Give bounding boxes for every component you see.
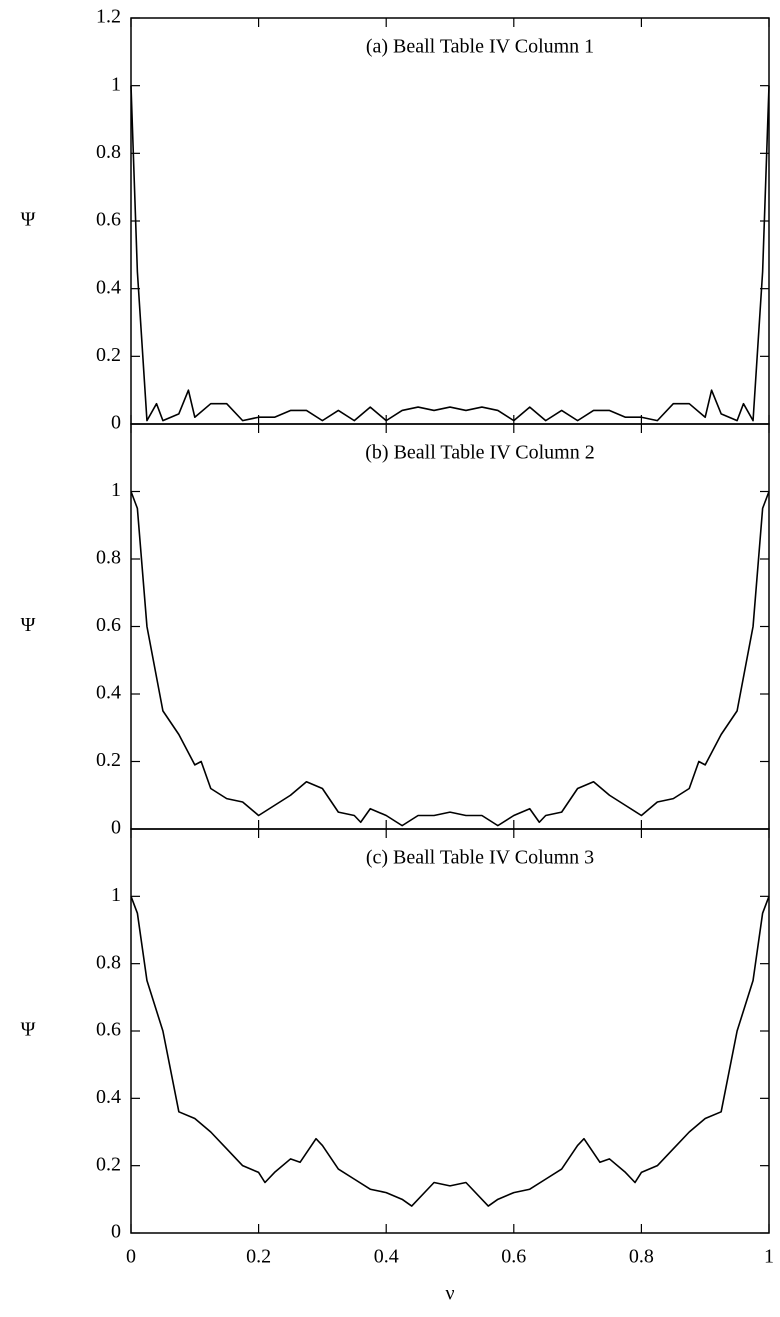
x-tick-label: 1: [764, 1246, 774, 1268]
y-tick-label: 0.8: [96, 547, 121, 569]
x-tick-label: 0.6: [501, 1246, 526, 1268]
y-tick-label: 0.4: [96, 682, 121, 704]
panel-title: (c) Beall Table IV Column 3: [366, 847, 594, 869]
y-tick-label: 0.6: [96, 209, 121, 231]
y-tick-label: 1: [111, 479, 121, 501]
y-tick-label: 1: [111, 73, 121, 95]
y-tick-label: 0.4: [96, 276, 121, 298]
y-tick-label: 0.6: [96, 614, 121, 636]
plot-frame: [130, 828, 770, 1234]
x-tick-label: 0.4: [374, 1246, 399, 1268]
y-tick-label: 0.2: [96, 1153, 121, 1175]
y-tick-label: 0: [111, 412, 121, 434]
y-tick-label: 1.2: [96, 6, 121, 28]
y-tick-label: 0.8: [96, 951, 121, 973]
plot-frame: [130, 423, 770, 830]
x-tick-label: 0: [126, 1246, 136, 1268]
y-tick-label: 0: [111, 1221, 121, 1243]
x-tick-label: 0.2: [246, 1246, 271, 1268]
x-axis-label: ν: [445, 1283, 454, 1305]
y-tick-label: 0: [111, 817, 121, 839]
line-series: [130, 491, 770, 827]
y-tick-label: 0.6: [96, 1019, 121, 1041]
line-series: [130, 85, 770, 422]
y-tick-label: 0.8: [96, 141, 121, 163]
y-axis-label: Ψ: [21, 209, 36, 231]
y-tick-label: 0.2: [96, 344, 121, 366]
y-tick-label: 0.4: [96, 1086, 121, 1108]
y-tick-label: 1: [111, 884, 121, 906]
y-axis-label: Ψ: [21, 1019, 36, 1041]
plot-frame: [130, 17, 770, 425]
x-tick-label: 0.8: [629, 1246, 654, 1268]
panel-title: (a) Beall Table IV Column 1: [366, 36, 594, 58]
line-series: [130, 896, 770, 1207]
y-tick-label: 0.2: [96, 749, 121, 771]
panel-title: (b) Beall Table IV Column 2: [365, 442, 595, 464]
y-axis-label: Ψ: [21, 614, 36, 636]
